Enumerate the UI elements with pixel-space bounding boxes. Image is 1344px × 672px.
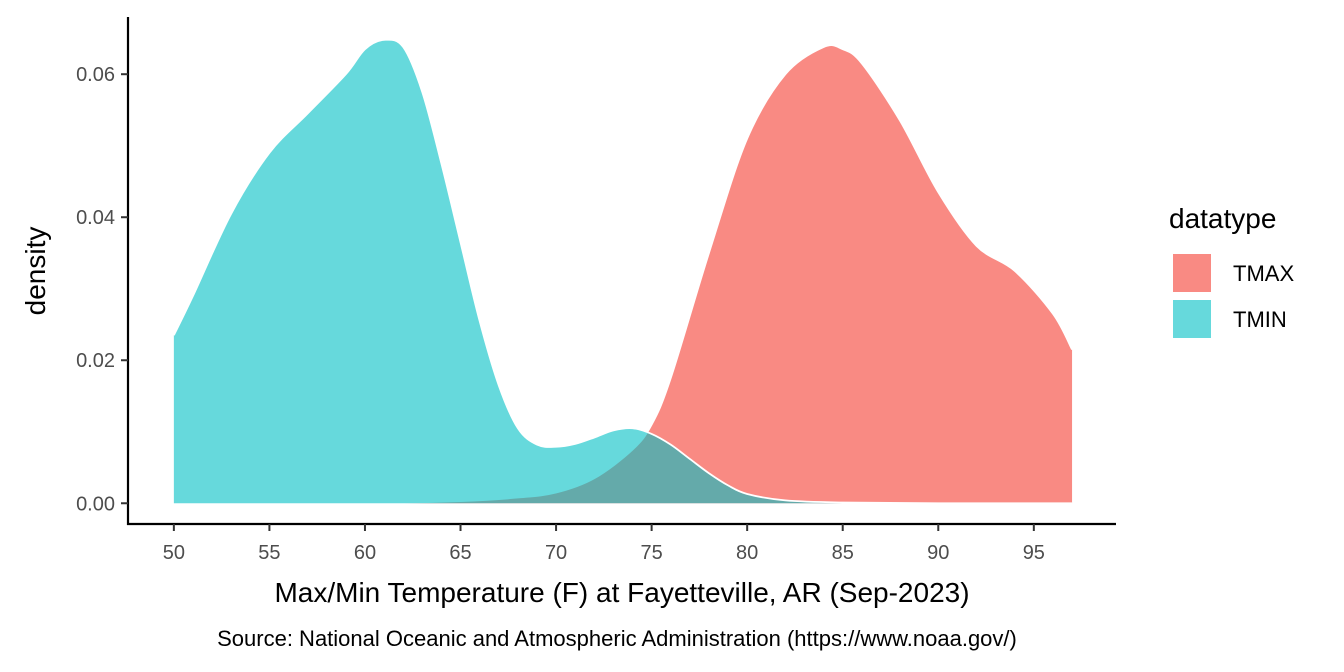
x-tick-label: 95 [1023, 542, 1045, 564]
x-tick-label: 75 [640, 542, 662, 564]
density-area-tmax [173, 45, 1073, 504]
legend-key-tmax [1173, 254, 1211, 292]
legend-label-tmin: TMIN [1233, 307, 1287, 332]
chart-caption: Source: National Oceanic and Atmospheric… [217, 626, 1017, 651]
y-axis-title: density [20, 227, 51, 316]
x-tick-label: 90 [927, 542, 949, 564]
density-area-tmin [173, 39, 1073, 504]
y-tick-label: 0.06 [76, 64, 115, 86]
x-tick-label: 65 [449, 542, 471, 564]
x-axis-title: Max/Min Temperature (F) at Fayetteville,… [274, 577, 969, 608]
x-tick-label: 55 [258, 542, 280, 564]
y-tick-label: 0.02 [76, 350, 115, 372]
y-tick-label: 0.00 [76, 493, 115, 515]
legend-label-tmax: TMAX [1233, 261, 1294, 286]
y-ticks: 0.00 0.02 0.04 0.06 [76, 64, 128, 515]
x-ticks: 50 55 60 65 70 75 80 85 90 95 [163, 524, 1045, 564]
x-tick-label: 50 [163, 542, 185, 564]
legend-key-tmin [1173, 300, 1211, 338]
x-tick-label: 70 [545, 542, 567, 564]
plot-series [173, 38, 1073, 505]
y-tick-label: 0.04 [76, 207, 115, 229]
x-tick-label: 60 [354, 542, 376, 564]
legend-items: TMAX TMIN [1173, 254, 1294, 338]
x-tick-label: 85 [832, 542, 854, 564]
legend: datatype TMAX TMIN [1169, 203, 1294, 338]
x-tick-label: 80 [736, 542, 758, 564]
legend-title: datatype [1169, 203, 1276, 234]
density-outline-tmin [173, 38, 1073, 505]
